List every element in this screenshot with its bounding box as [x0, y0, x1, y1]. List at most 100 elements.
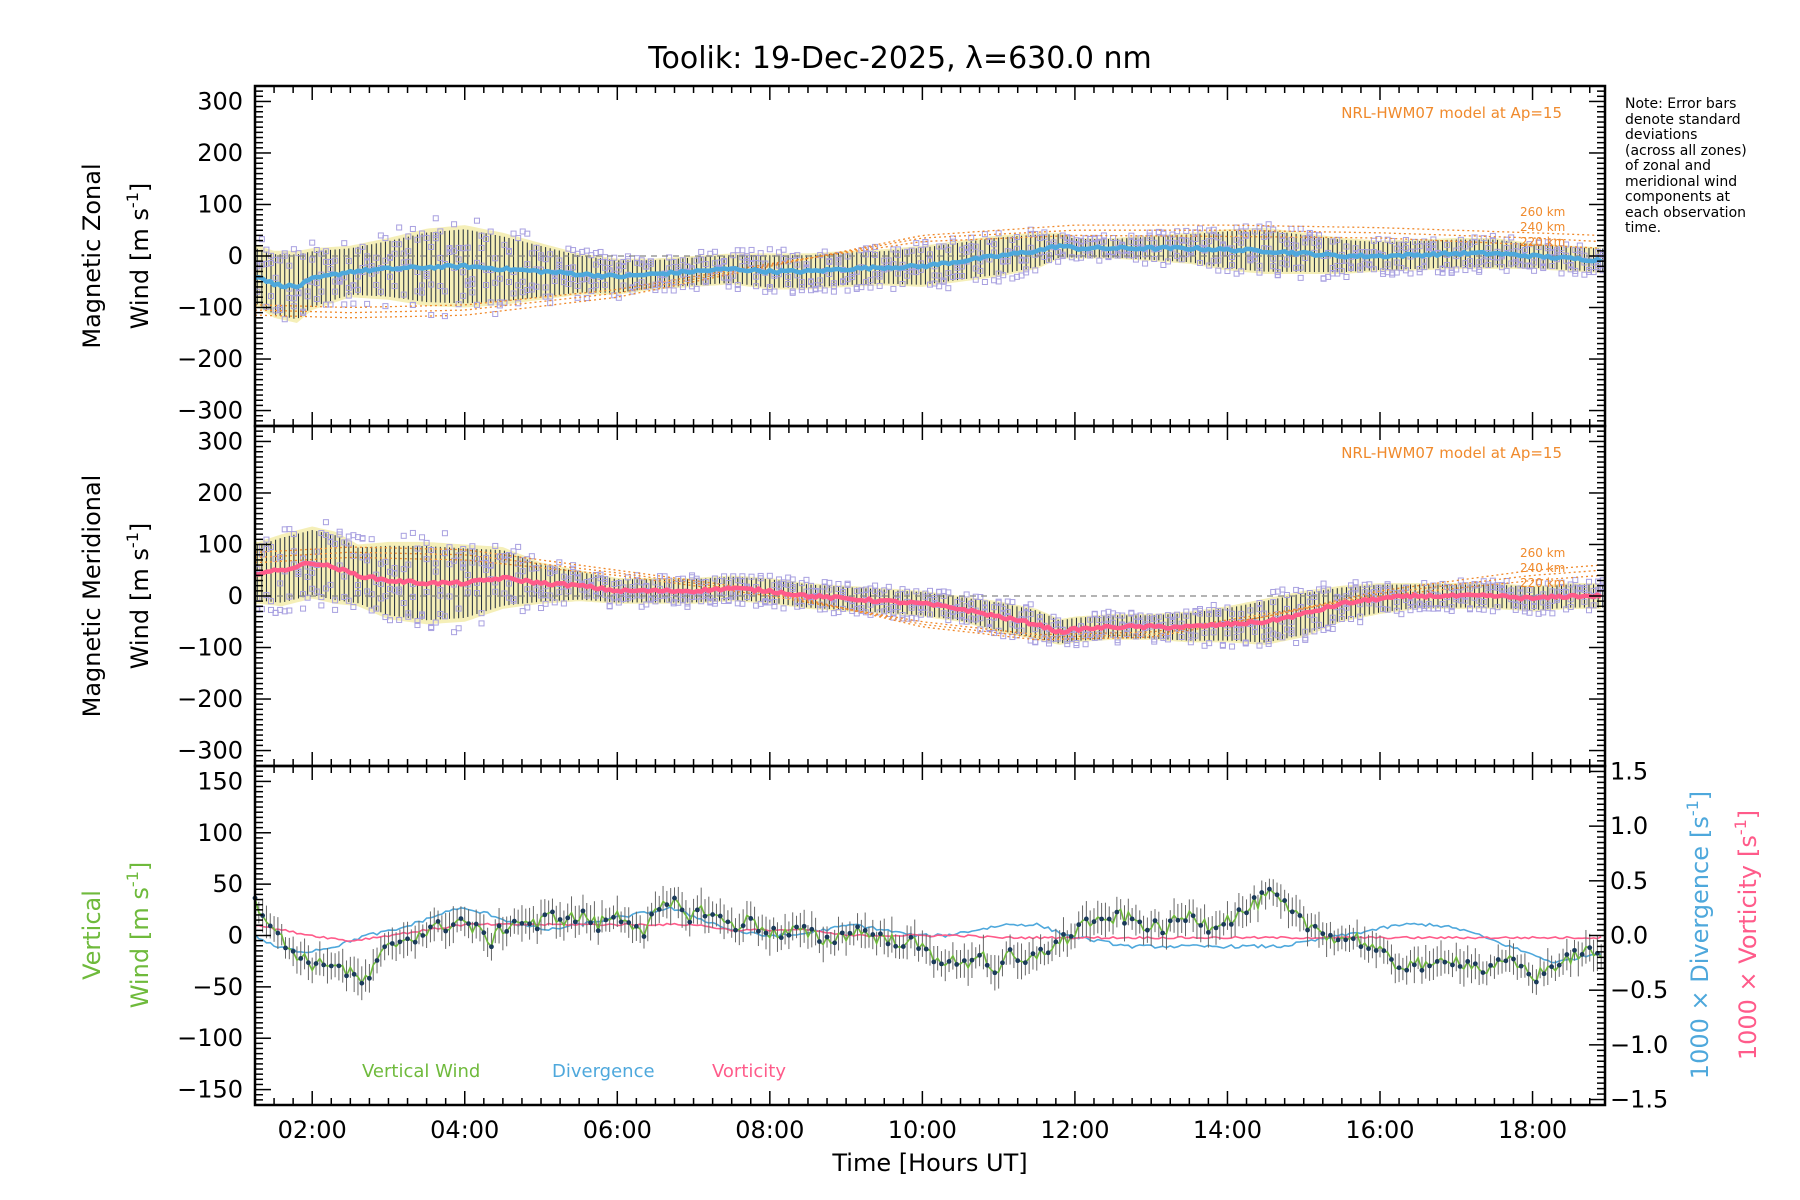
- zonal-zone-point: [341, 301, 348, 308]
- zonal-zone-point: [785, 281, 792, 288]
- meridional-zone-point: [391, 564, 398, 571]
- zonal-tick-label: 100: [197, 190, 243, 218]
- zonal-zone-point: [995, 230, 1002, 237]
- zonal-zone-point: [295, 250, 302, 257]
- zonal-zone-point: [1338, 268, 1345, 275]
- vertical-wind-point: [1556, 962, 1562, 968]
- vertical-wind-point: [1175, 917, 1181, 923]
- meridional-zone-point: [382, 558, 389, 565]
- zonal-zone-point: [1146, 229, 1153, 236]
- vertical-tick-label: 150: [197, 767, 243, 795]
- vertical-wind-point: [740, 923, 746, 929]
- vertical-wind-point: [267, 923, 273, 929]
- zonal-zone-point: [1503, 267, 1510, 274]
- zonal-zone-point: [657, 280, 663, 287]
- meridional-zone-point: [341, 593, 348, 600]
- zonal-zone-point: [698, 248, 705, 255]
- vertical-wind-point: [961, 958, 967, 963]
- meridional-zone-point: [1357, 613, 1364, 620]
- zonal-tick-label: −300: [177, 397, 243, 425]
- note-line: time.: [1625, 220, 1662, 236]
- zonal-zone-point: [730, 252, 737, 259]
- vertical-wind-point: [443, 928, 449, 934]
- vertical-wind-point: [939, 961, 944, 967]
- vertical-wind-point: [1137, 919, 1143, 925]
- vertical-wind-point: [855, 924, 860, 930]
- meridional-zone-point: [679, 575, 686, 582]
- vorticity-units-close: ]: [1734, 810, 1762, 819]
- zonal-zone-point: [496, 275, 503, 282]
- meridional-zone-point: [1201, 629, 1208, 636]
- zonal-zone-point: [364, 259, 371, 266]
- vorticity-axis-text: 1000 × Vorticity: [1734, 865, 1762, 1060]
- vertical-wind-point: [1503, 958, 1509, 964]
- zonal-ylabel-line1: Magnetic Zonal: [78, 163, 106, 348]
- vertical-wind-point: [1183, 918, 1188, 924]
- zonal-zone-point: [483, 282, 490, 289]
- zonal-zone-point: [638, 257, 645, 264]
- meridional-zone-point: [345, 597, 352, 604]
- meridional-zone-point: [414, 622, 421, 629]
- zonal-zone-point: [1087, 250, 1094, 257]
- meridional-model-220: 220 km: [1520, 576, 1565, 590]
- meridional-zone-point: [501, 590, 508, 597]
- zonal-zone-point: [1197, 259, 1203, 266]
- zonal-zone-point: [949, 235, 956, 242]
- zonal-zone-point: [1366, 261, 1373, 268]
- meridional-zone-point: [286, 526, 293, 533]
- zonal-zone-point: [258, 236, 265, 243]
- zonal-zone-point: [542, 256, 549, 263]
- meridional-zone-point: [766, 595, 773, 602]
- vertical-ylabel-line2: Wind [m s-1]: [123, 862, 154, 1009]
- vertical-wind-point: [1114, 909, 1120, 915]
- meridional-zone-point: [789, 585, 796, 592]
- zonal-zone-point: [1325, 273, 1332, 280]
- zonal-zone-point: [1242, 231, 1249, 238]
- meridional-zone-point: [922, 593, 929, 600]
- meridional-zone-point: [441, 613, 448, 620]
- meridional-zone-point: [775, 584, 782, 591]
- vertical-wind-point: [1068, 934, 1074, 939]
- meridional-zone-point: [1288, 630, 1295, 637]
- note-line: of zonal and: [1625, 158, 1711, 174]
- right-axis-tick-label: −1.0: [1610, 1031, 1668, 1059]
- meridional-zone-point: [1480, 606, 1487, 613]
- vertical-wind-point: [1434, 959, 1440, 964]
- zonal-zone-point: [1453, 266, 1460, 273]
- vertical-wind-point: [1045, 950, 1051, 956]
- zonal-zone-point: [611, 254, 618, 261]
- zonal-zone-point: [263, 246, 270, 253]
- vertical-wind-point: [1480, 970, 1486, 976]
- zonal-tick-label: −100: [177, 294, 243, 322]
- meridional-zone-point: [890, 610, 897, 617]
- vertical-wind-point: [1213, 925, 1219, 931]
- meridional-zone-point: [1055, 635, 1062, 642]
- vertical-wind-point: [733, 927, 738, 933]
- zonal-zone-point: [1151, 255, 1158, 262]
- meridional-zone-point: [460, 545, 467, 552]
- meridional-zone-point: [894, 591, 901, 598]
- zonal-zone-point: [1032, 267, 1039, 274]
- zonal-zone-point: [1078, 254, 1085, 261]
- meridional-zone-point: [538, 605, 545, 612]
- meridional-zone-point: [432, 560, 439, 567]
- meridional-zone-point: [638, 579, 645, 586]
- zonal-zone-point: [1467, 258, 1473, 265]
- meridional-spread-band: [255, 526, 1602, 645]
- zonal-zone-point: [592, 282, 599, 289]
- zonal-zone-point: [638, 279, 645, 286]
- meridional-zone-point: [1407, 607, 1414, 614]
- zonal-zone-point: [341, 240, 348, 247]
- x-tick-label: 02:00: [278, 1116, 347, 1144]
- zonal-zone-point: [771, 288, 778, 295]
- vertical-wind-point: [992, 970, 998, 976]
- meridional-zone-point: [350, 603, 357, 610]
- meridional-zone-point: [455, 552, 462, 559]
- meridional-zone-point: [840, 589, 847, 596]
- vertical-wind-point: [1061, 931, 1066, 937]
- meridional-zone-point: [1096, 634, 1103, 641]
- zonal-zone-point: [318, 288, 325, 295]
- meridional-zone-point: [469, 543, 476, 550]
- zonal-zone-point: [1370, 266, 1377, 273]
- zonal-zone-point: [1169, 231, 1176, 238]
